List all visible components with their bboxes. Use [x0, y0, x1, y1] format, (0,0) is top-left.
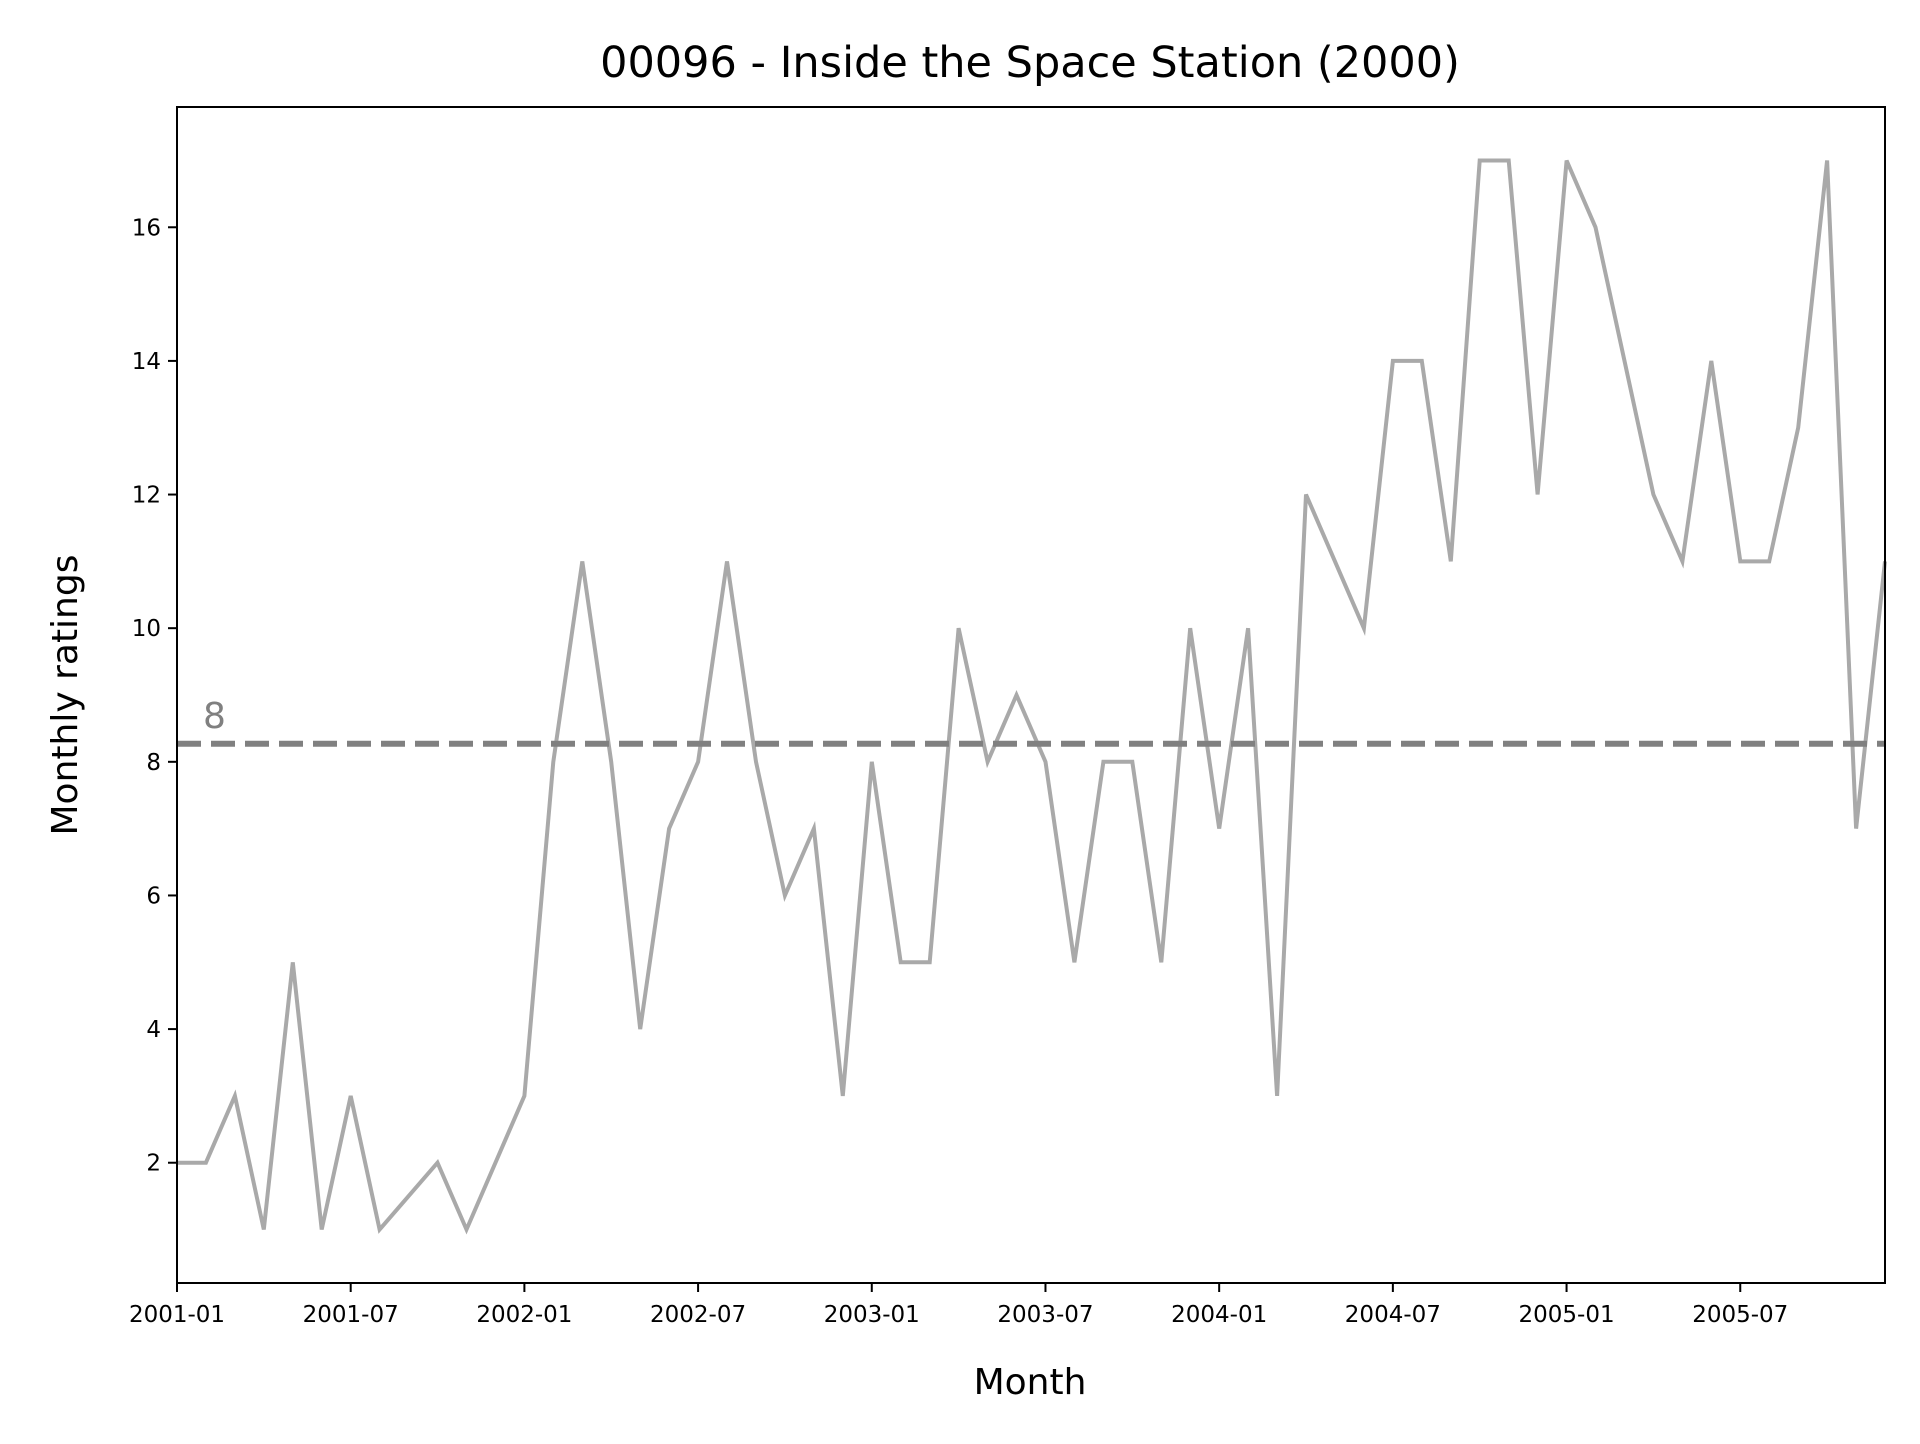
x-tick-label: 2005-01: [1519, 1302, 1615, 1328]
x-tick-label: 2002-07: [650, 1302, 746, 1328]
y-tick-label: 10: [132, 616, 161, 642]
plot-frame: [176, 106, 1886, 1284]
reference-line-label: 8: [203, 696, 226, 737]
x-axis-label: Month: [974, 1362, 1087, 1403]
y-tick-label: 2: [146, 1151, 161, 1177]
x-tick-label: 2004-01: [1171, 1302, 1267, 1328]
y-axis-label: Monthly ratings: [45, 555, 86, 836]
series-line-1: [177, 158, 1887, 1235]
y-tick-label: 8: [146, 750, 161, 776]
x-axis-ticks: 2001-01 2001-07 2002-01 2002-07 2003-01 2003-…: [129, 1283, 1788, 1328]
x-tick-label: 2001-07: [303, 1302, 399, 1328]
y-tick-label: 6: [146, 883, 161, 909]
x-tick-label: 2005-07: [1692, 1302, 1788, 1328]
chart-title: 00096 - Inside the Space Station (2000): [600, 38, 1460, 88]
plot-content: 8: [177, 158, 1887, 1235]
y-tick-label: 16: [132, 215, 161, 241]
y-axis-ticks: 2 4 6 8 10 12 14 16: [132, 215, 177, 1177]
x-tick-label: 2004-07: [1345, 1302, 1441, 1328]
y-tick-label: 14: [132, 349, 161, 375]
y-tick-label: 4: [146, 1017, 161, 1043]
x-tick-label: 2001-01: [129, 1302, 225, 1328]
x-tick-label: 2002-01: [476, 1302, 572, 1328]
x-tick-label: 2003-01: [824, 1302, 920, 1328]
y-tick-label: 12: [132, 483, 161, 509]
x-tick-label: 2003-07: [997, 1302, 1093, 1328]
